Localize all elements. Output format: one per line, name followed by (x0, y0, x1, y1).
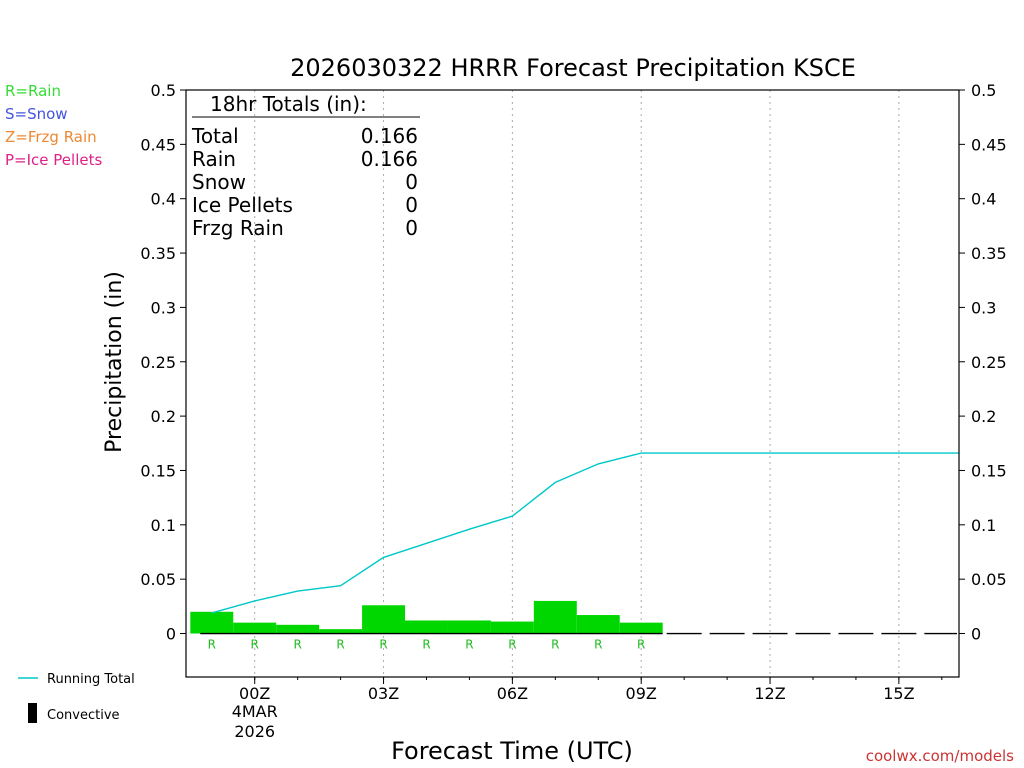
totals-row-label: Snow (192, 170, 246, 194)
convective-legend-label: Convective (47, 708, 120, 723)
plot-frame (185, 89, 960, 678)
y-tick-label: 0.35 (140, 244, 176, 263)
precip-bar (233, 622, 277, 634)
chart-title: 2026030322 HRRR Forecast Precipitation K… (290, 54, 856, 82)
x-tick-label: 03Z (368, 684, 399, 703)
y-tick-label: 0.45 (140, 135, 176, 154)
watermark: coolwx.com/models (866, 747, 1014, 765)
y-axis-left: 0 0.05 0.1 0.15 0.2 0.25 0.3 0.35 0.4 0.45 0.5 (140, 81, 186, 644)
y-tick-label-right: 0.15 (971, 461, 1007, 480)
precip-type-marker: R (251, 638, 259, 652)
y-tick-label-right: 0.3 (971, 298, 996, 317)
y-tick-label-right: 0.05 (971, 570, 1007, 589)
totals-row-value: 0.166 (361, 124, 418, 148)
y-tick-label-right: 0.4 (971, 190, 996, 209)
precip-type-marker: R (293, 638, 301, 652)
precip-type-legend-item: S=Snow (5, 105, 68, 123)
totals-row-value: 0 (405, 193, 418, 217)
precip-type-marker: R (465, 638, 473, 652)
precip-type-marker: R (508, 638, 516, 652)
y-axis-label: Precipitation (in) (102, 271, 127, 453)
precip-type-legend-item: P=Ice Pellets (5, 151, 102, 169)
totals-row-value: 0 (405, 170, 418, 194)
totals-title: 18hr Totals (in): (210, 92, 367, 116)
y-tick-label: 0.15 (140, 461, 176, 480)
totals-box: 18hr Totals (in): Total 0.166 Rain 0.166 Snow… (191, 92, 420, 240)
totals-row-value: 0 (405, 216, 418, 240)
y-axis-right: 0 0.05 0.1 0.15 0.2 0.25 0.3 0.35 0.4 0.45 0.5 (959, 81, 1007, 644)
precip-bars (190, 600, 663, 634)
y-tick-label-right: 0.5 (971, 81, 996, 100)
y-tick-label-right: 0.35 (971, 244, 1007, 263)
precip-bar (533, 600, 577, 634)
y-tick-label: 0.5 (151, 81, 176, 100)
grid-lines (254, 90, 900, 677)
y-tick-label: 0 (166, 625, 176, 644)
precip-type-marker: R (422, 638, 430, 652)
precip-bar (447, 620, 491, 634)
y-tick-label: 0.3 (151, 298, 176, 317)
precip-bar (490, 621, 534, 634)
y-tick-label-right: 0.25 (971, 353, 1007, 372)
y-tick-label: 0.05 (140, 570, 176, 589)
precip-type-marker: R (208, 638, 216, 652)
y-tick-label: 0.2 (151, 407, 176, 426)
bottom-legend: Running Total Convective (18, 672, 135, 723)
running-total-layer (211, 452, 959, 614)
precip-bar (619, 622, 663, 634)
y-tick-label-right: 0.45 (971, 135, 1007, 154)
precip-type-legend-item: R=Rain (5, 82, 61, 100)
x-tick-label: 00Z (239, 684, 270, 703)
precip-type-marker: R (594, 638, 602, 652)
x-tick-label: 12Z (754, 684, 785, 703)
running-total-legend-label: Running Total (47, 672, 135, 687)
x-tick-label: 06Z (497, 684, 528, 703)
precip-bar (190, 611, 234, 634)
x-tick-label: 15Z (883, 684, 914, 703)
precip-bar (276, 624, 320, 634)
y-tick-label: 0.1 (151, 516, 176, 535)
running-total-line (211, 452, 959, 614)
y-tick-label: 0.4 (151, 190, 176, 209)
totals-row-label: Total (191, 124, 239, 148)
precip-bar (319, 629, 363, 634)
precip-type-marker: R (551, 638, 559, 652)
y-tick-label-right: 0.1 (971, 516, 996, 535)
totals-row-label: Ice Pellets (192, 193, 293, 217)
y-tick-label: 0.25 (140, 353, 176, 372)
precip-type-legend-item: Z=Frzg Rain (5, 128, 97, 146)
y-tick-label-right: 0.2 (971, 407, 996, 426)
totals-row-label: Frzg Rain (192, 216, 284, 240)
precip-bar (405, 620, 448, 634)
precip-type-marker: R (637, 638, 645, 652)
precip-type-marker: R (336, 638, 344, 652)
x-tick-label: 09Z (626, 684, 657, 703)
convective-legend-swatch (28, 703, 37, 723)
precip-type-marker: R (379, 638, 387, 652)
precip-bar (576, 615, 620, 634)
totals-row-label: Rain (192, 147, 236, 171)
x-year-label: 2026 (234, 722, 275, 741)
x-date-label: 4MAR (232, 702, 278, 721)
precip-type-legend: R=Rain S=Snow Z=Frzg Rain P=Ice Pellets (5, 82, 102, 169)
precip-bar (362, 605, 406, 634)
totals-row-value: 0.166 (361, 147, 418, 171)
x-axis-label: Forecast Time (UTC) (391, 737, 633, 765)
y-tick-label-right: 0 (971, 625, 981, 644)
